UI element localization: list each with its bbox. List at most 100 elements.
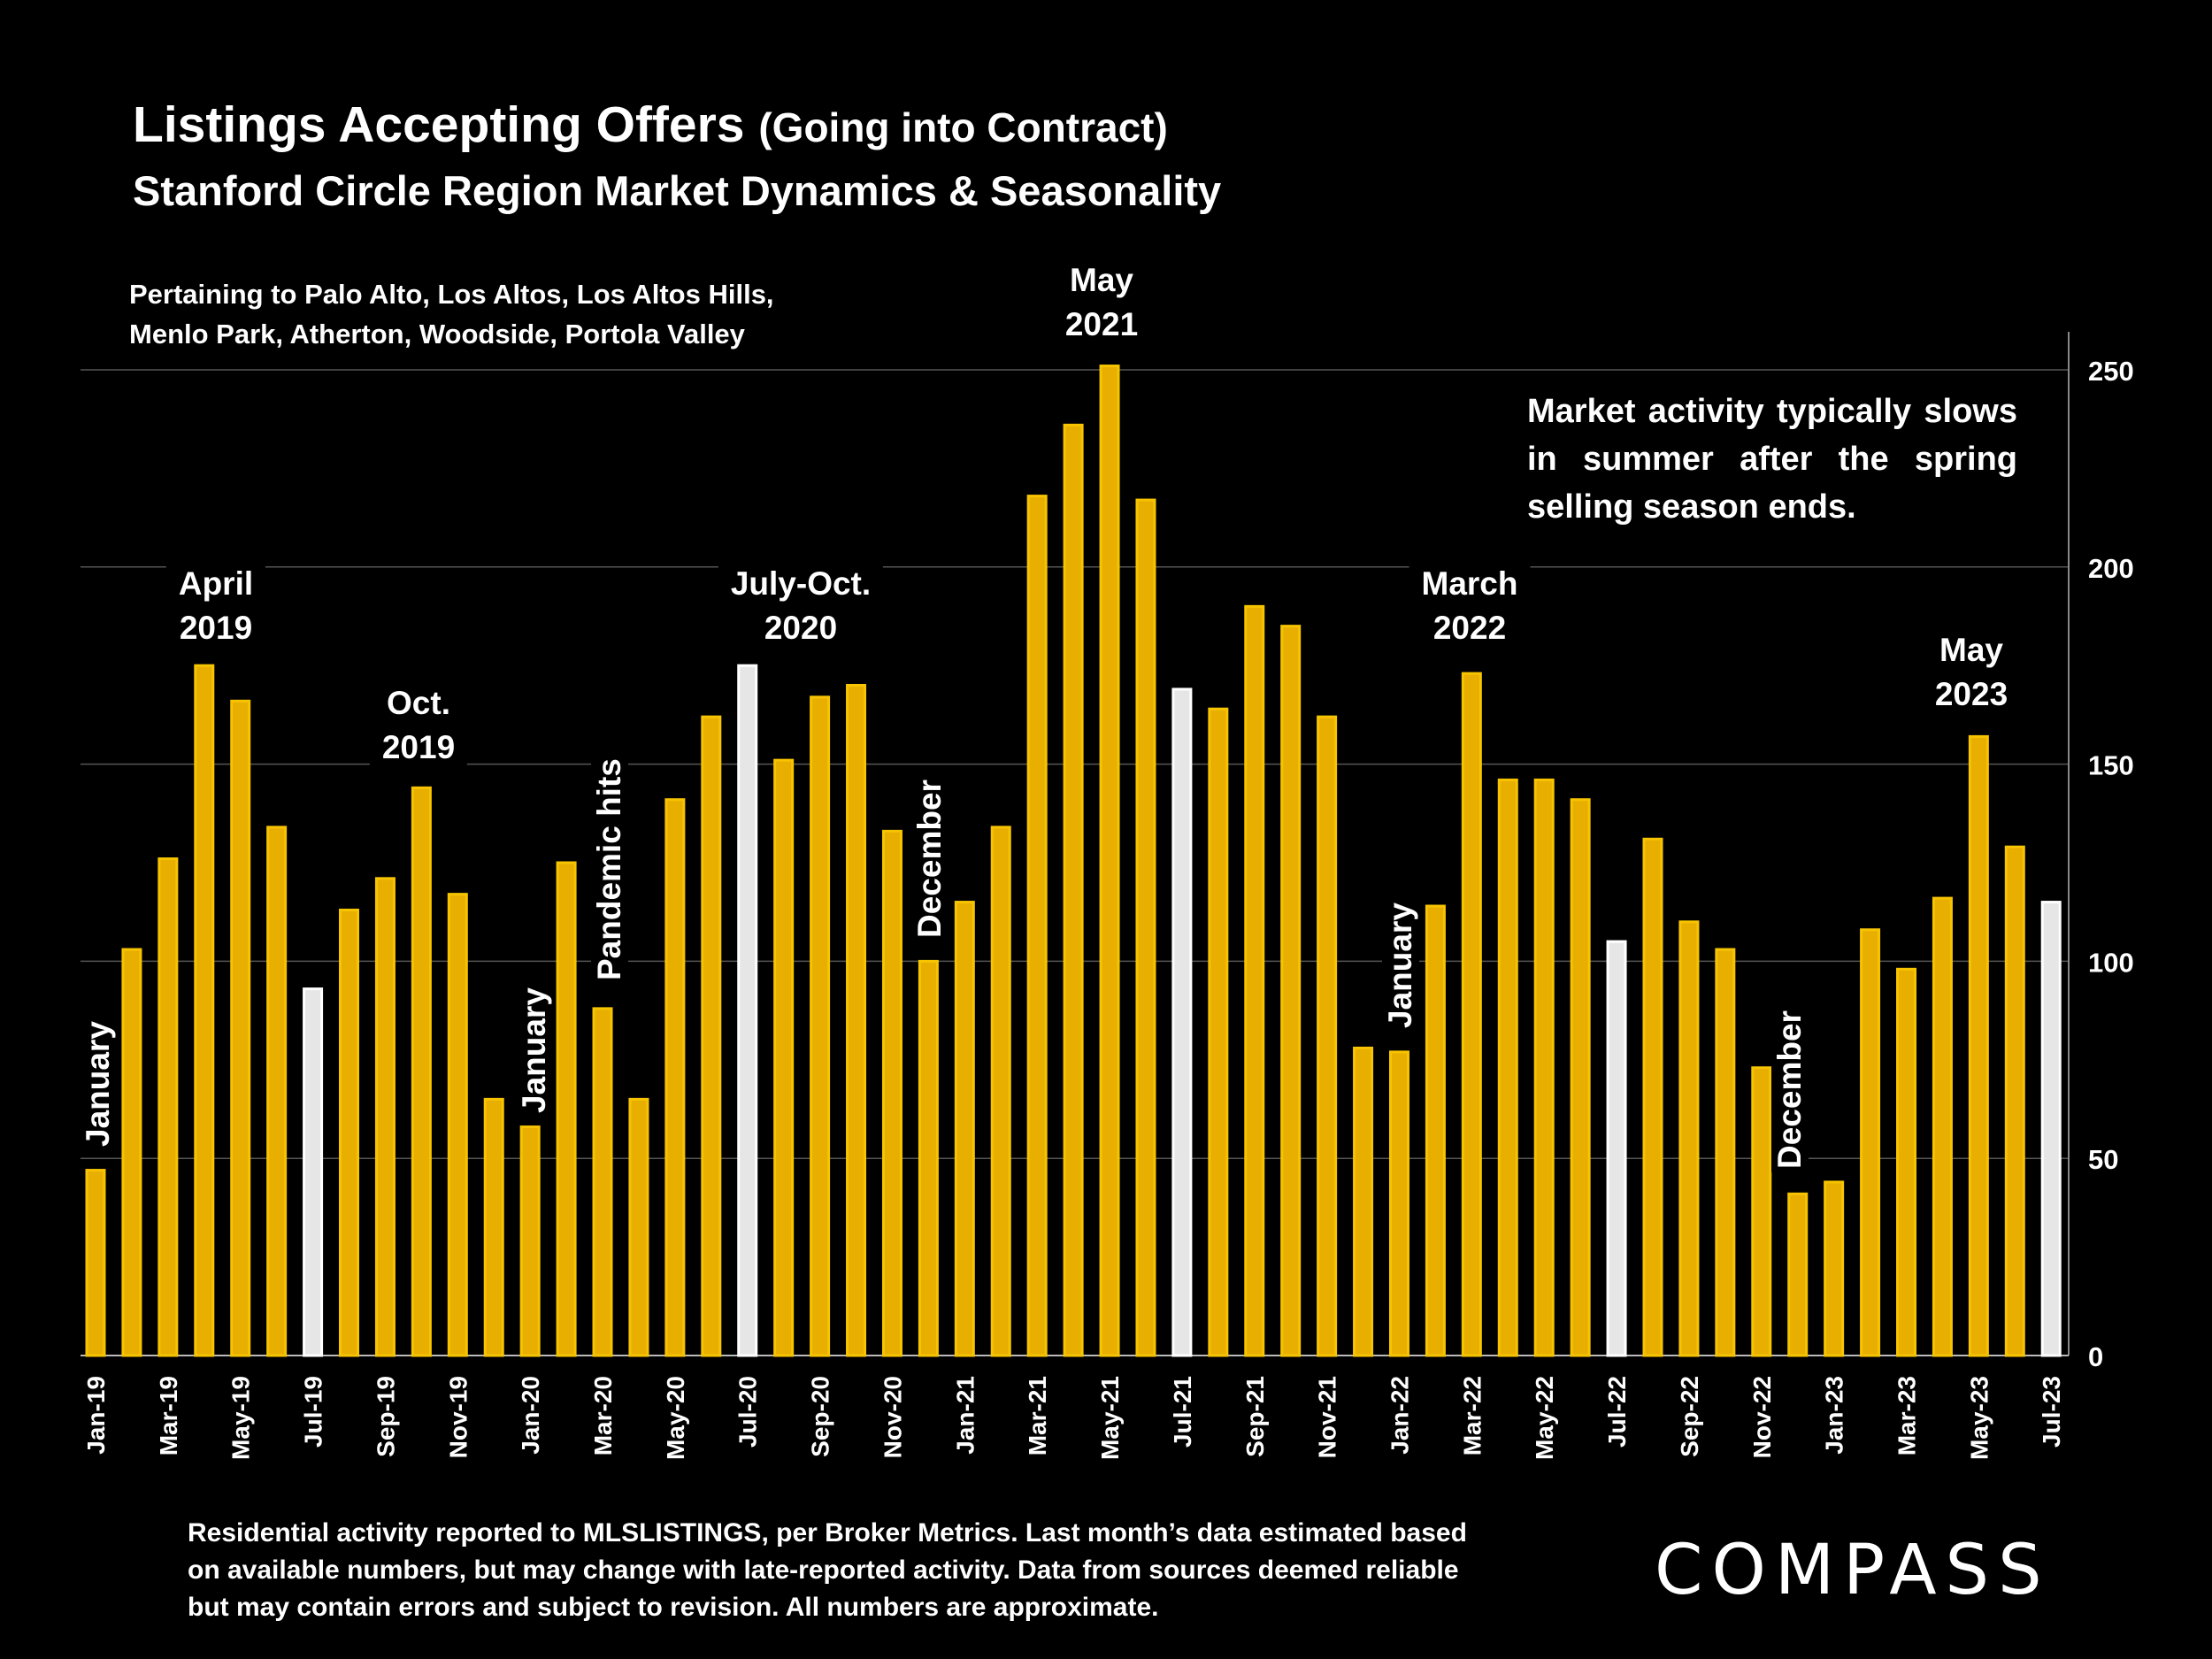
bar-May-21: [1099, 365, 1120, 1357]
x-tick-label: Jul-19: [300, 1376, 327, 1448]
x-tick-label: Sep-22: [1676, 1376, 1703, 1457]
x-tick-label: Sep-21: [1241, 1376, 1269, 1457]
x-tick-label: Sep-19: [372, 1376, 399, 1457]
x-tick-label: Jan-22: [1386, 1376, 1413, 1455]
bar-Jul-23: [2040, 901, 2062, 1357]
bar-Nov-19: [447, 893, 468, 1357]
x-tick-label: Mar-20: [589, 1376, 617, 1455]
bar-Apr-21: [1063, 423, 1084, 1357]
bar-Dec-22: [1787, 1192, 1809, 1357]
x-tick-label: Nov-19: [444, 1376, 472, 1458]
bar-Oct-20: [846, 683, 867, 1357]
bar-Mar-19: [157, 857, 179, 1357]
bar-Jul-19: [303, 987, 324, 1357]
x-tick-label: Mar-22: [1458, 1376, 1486, 1455]
bar-Jun-21: [1135, 498, 1156, 1357]
annotation-label: May 2021: [1052, 258, 1151, 347]
annotation-label: December: [1771, 1007, 1809, 1172]
bar-May-22: [1533, 778, 1555, 1357]
annotation-label: April 2019: [165, 562, 266, 650]
x-tick-label: May-19: [227, 1376, 255, 1460]
y-tick-label: 100: [2088, 947, 2134, 978]
bar-Jun-23: [2004, 845, 2025, 1357]
x-tick-label: Sep-20: [807, 1376, 834, 1457]
bar-Feb-22: [1425, 904, 1446, 1357]
bar-Oct-19: [411, 786, 432, 1357]
bar-Jul-20: [737, 664, 758, 1357]
bar-Apr-22: [1497, 778, 1518, 1357]
bar-Jan-19: [85, 1169, 106, 1357]
x-tick-label: May-21: [1096, 1376, 1124, 1460]
bar-Jun-20: [701, 715, 722, 1357]
bar-Sep-19: [374, 877, 396, 1357]
y-tick-label: 0: [2088, 1341, 2103, 1372]
bar-Jun-19: [266, 826, 288, 1357]
y-tick-label: 250: [2088, 356, 2134, 387]
x-tick-label: May-20: [662, 1376, 689, 1460]
x-tick-label: May-23: [1965, 1376, 1993, 1460]
annotation-label: January: [516, 984, 553, 1117]
y-tick-label: 50: [2088, 1144, 2118, 1175]
x-tick-label: May-22: [1531, 1376, 1558, 1460]
bar-Nov-20: [881, 829, 902, 1357]
chart-subtitle: Stanford Circle Region Market Dynamics &…: [133, 167, 1222, 214]
bar-Jan-20: [519, 1125, 541, 1357]
bar-Aug-20: [773, 758, 795, 1357]
bar-Mar-21: [1026, 495, 1048, 1357]
bar-Feb-23: [1860, 928, 1881, 1357]
bar-Jan-22: [1388, 1050, 1409, 1357]
x-tick-label: Nov-22: [1748, 1376, 1776, 1458]
x-tick-label: Jul-20: [734, 1376, 762, 1448]
bar-Jan-21: [954, 901, 975, 1357]
annotation-label: December: [911, 776, 949, 941]
x-tick-label: Jul-21: [1169, 1376, 1196, 1448]
bar-Mar-23: [1896, 967, 1916, 1357]
footer-line: Residential activity reported to MLSLIST…: [188, 1518, 1467, 1548]
annotation-label: January: [1382, 899, 1419, 1032]
annotation-label: Oct. 2019: [369, 681, 468, 770]
x-tick-label: Nov-20: [879, 1376, 906, 1458]
x-tick-label: Mar-23: [1893, 1376, 1921, 1455]
annotation-label: March 2022: [1409, 562, 1531, 650]
annotation-label: January: [80, 1018, 117, 1150]
annotation-label: Pandemic hits: [591, 755, 628, 984]
footer-line: on available numbers, but may change wit…: [188, 1555, 1459, 1585]
bar-Apr-19: [194, 664, 215, 1357]
caption-line: Pertaining to Palo Alto, Los Altos, Los …: [129, 279, 774, 310]
bar-Aug-21: [1208, 707, 1229, 1357]
y-tick-label: 150: [2088, 750, 2134, 781]
bar-Jul-22: [1606, 940, 1627, 1357]
bar-Sep-21: [1244, 604, 1265, 1357]
bar-Feb-20: [556, 861, 577, 1357]
bar-Jan-23: [1824, 1180, 1845, 1357]
bar-Nov-21: [1317, 715, 1338, 1357]
bar-May-23: [1968, 734, 1989, 1357]
bar-May-19: [230, 699, 251, 1357]
caption-line: Menlo Park, Atherton, Woodside, Portola …: [129, 319, 745, 349]
bar-Feb-21: [990, 826, 1011, 1357]
title-main: Listings Accepting Offers: [133, 96, 745, 153]
x-tick-label: Mar-19: [155, 1376, 182, 1455]
bar-Aug-19: [339, 908, 360, 1357]
footer-disclaimer: Residential activity reported to MLSLIST…: [188, 1515, 1532, 1626]
bar-Sep-20: [810, 695, 831, 1357]
bar-Aug-22: [1642, 837, 1663, 1357]
market-note: Market activity typically slows in summe…: [1527, 388, 2017, 531]
x-tick-label: Jul-22: [1603, 1376, 1631, 1448]
bar-Oct-22: [1715, 948, 1736, 1357]
title-paren: (Going into Contract): [758, 104, 1168, 150]
annotation-label: May 2023: [1922, 628, 2021, 717]
bar-Nov-22: [1751, 1066, 1772, 1357]
bar-Dec-19: [483, 1097, 504, 1357]
bar-Dec-20: [918, 959, 939, 1357]
bar-Dec-21: [1353, 1046, 1374, 1357]
bar-Jun-22: [1570, 798, 1591, 1357]
bar-Jul-21: [1171, 687, 1193, 1357]
bar-Apr-23: [1932, 896, 1953, 1357]
x-tick-label: Jan-19: [82, 1376, 110, 1455]
x-tick-label: Jan-23: [1821, 1376, 1848, 1455]
bar-May-20: [664, 798, 686, 1357]
bar-Feb-19: [121, 948, 142, 1357]
